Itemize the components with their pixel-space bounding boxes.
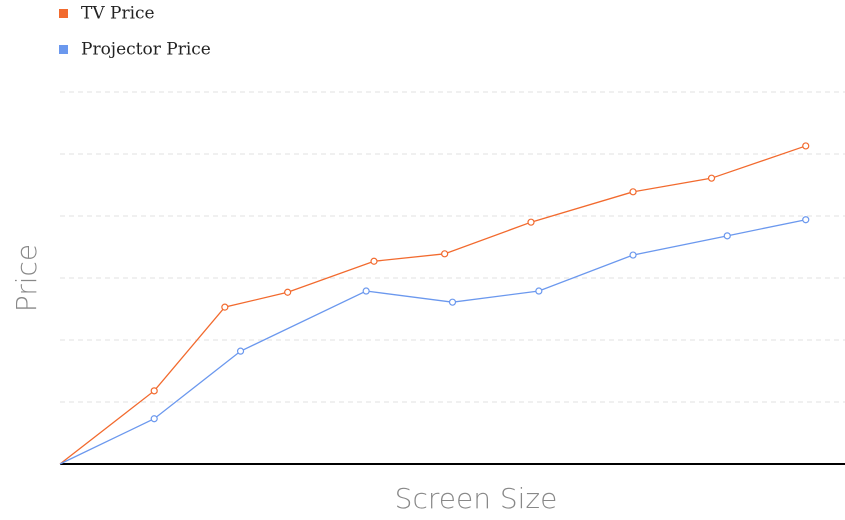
line	[59, 145, 806, 465]
y-axis-title: Price	[10, 244, 43, 312]
point	[448, 298, 457, 306]
point	[802, 216, 810, 224]
point	[527, 218, 535, 226]
point	[629, 251, 637, 259]
point	[629, 188, 637, 196]
legend-label: TV Price	[81, 4, 155, 24]
line	[59, 219, 806, 465]
point	[535, 287, 543, 295]
x-axis-title: Screen Size	[395, 482, 558, 515]
point	[802, 142, 810, 150]
point	[362, 287, 370, 295]
point	[221, 303, 229, 311]
point	[150, 387, 158, 395]
point	[284, 288, 292, 296]
legend-swatch	[59, 9, 68, 18]
point	[723, 232, 731, 240]
point	[370, 257, 378, 265]
point	[441, 250, 449, 258]
legend-label: Projector Price	[81, 40, 211, 60]
point	[236, 347, 245, 355]
point	[150, 415, 158, 423]
legend-swatch	[59, 45, 68, 54]
point	[707, 174, 716, 182]
